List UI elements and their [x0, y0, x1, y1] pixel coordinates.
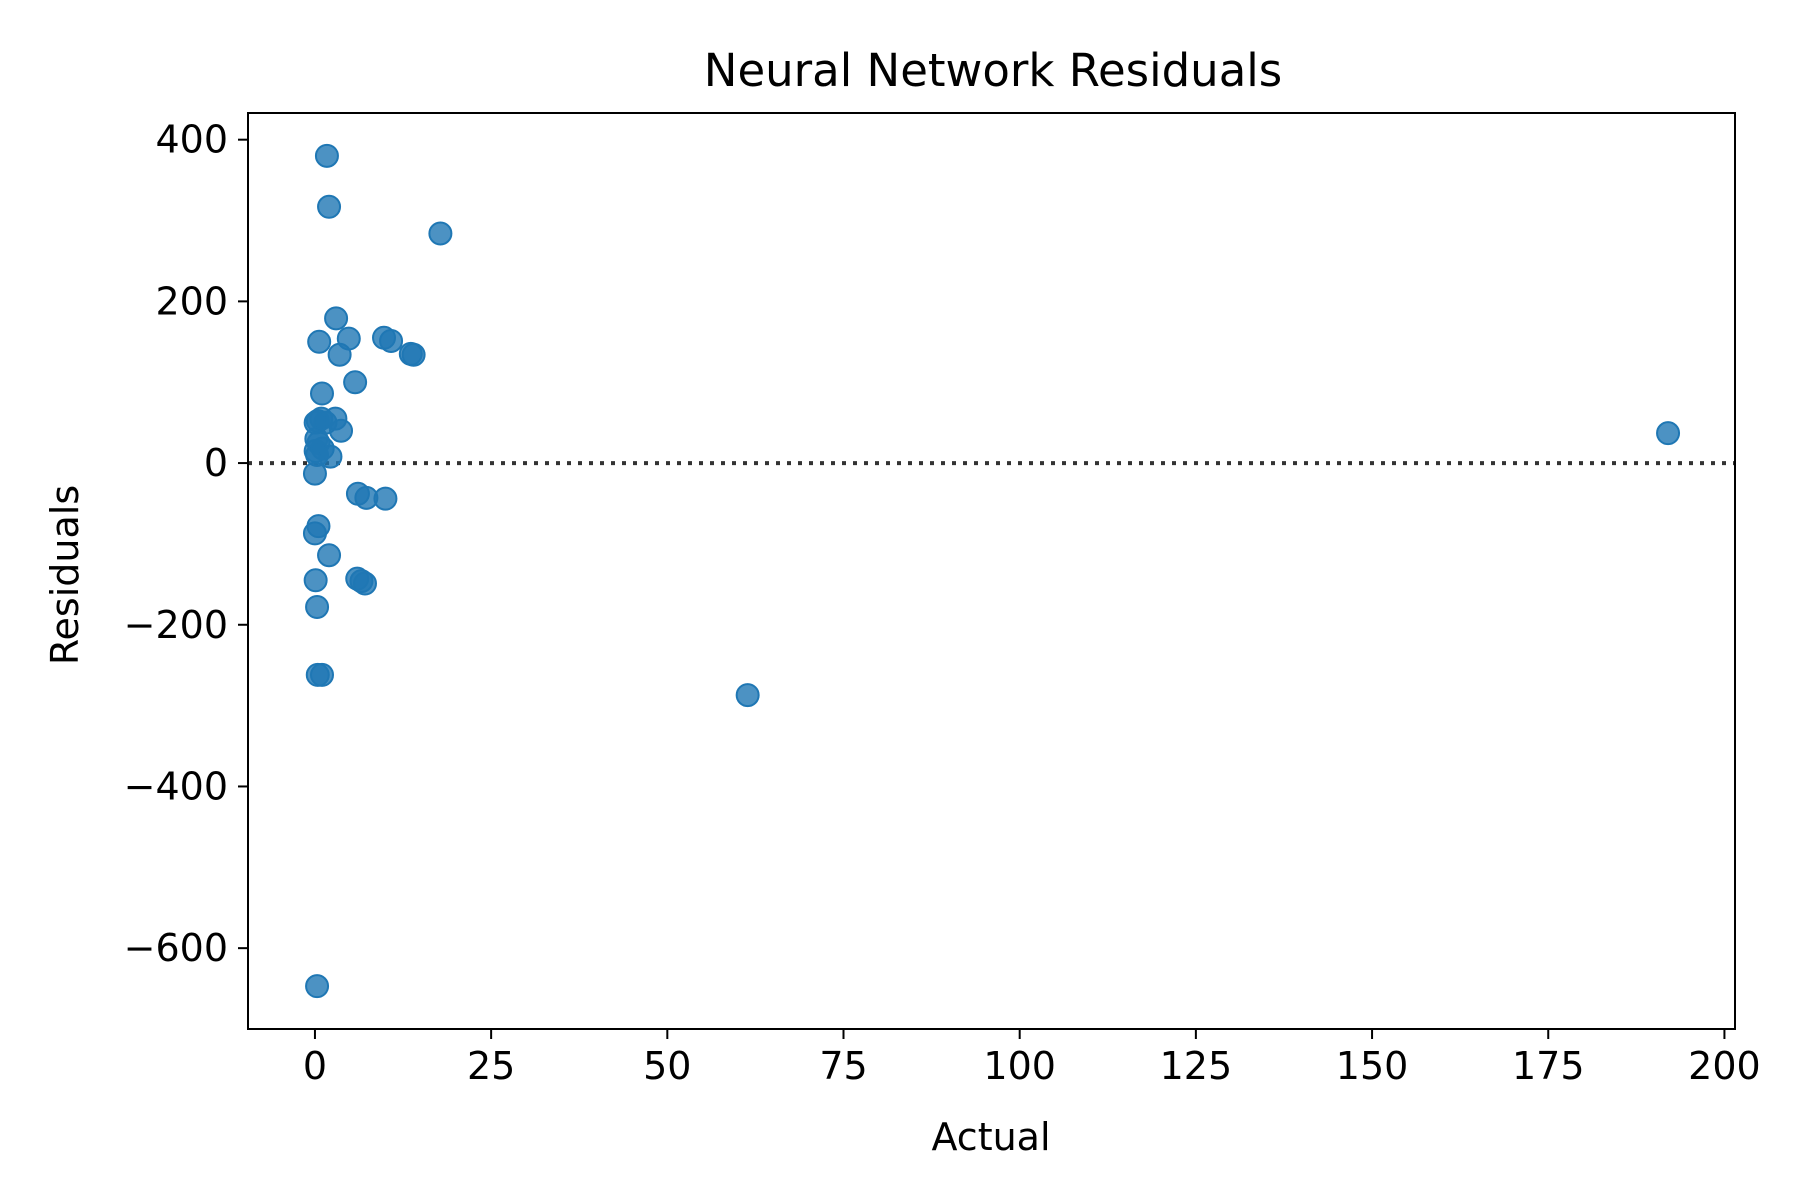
data-point [317, 194, 342, 219]
y-tick-label: 200 [155, 279, 228, 323]
x-tick-label: 50 [643, 1044, 691, 1088]
data-point [327, 342, 352, 367]
y-tick-label: −400 [124, 764, 228, 808]
data-point [318, 444, 343, 469]
y-axis: −600 −400 −200 0 200 400 [124, 118, 248, 970]
x-tick-label: 125 [1160, 1044, 1233, 1088]
y-tick-label: 400 [155, 118, 228, 162]
data-point [305, 974, 330, 999]
data-point [317, 543, 342, 568]
data-point [307, 329, 332, 354]
x-tick-label: 25 [467, 1044, 515, 1088]
chart-title: Neural Network Residuals [704, 44, 1282, 97]
data-point [302, 521, 327, 546]
y-tick-label: 0 [204, 441, 228, 485]
plot-frame [247, 112, 1736, 1030]
x-tick-label: 100 [983, 1044, 1056, 1088]
data-point [735, 683, 760, 708]
data-point [329, 418, 354, 443]
points-layer [302, 143, 1681, 999]
data-point [302, 461, 327, 486]
y-axis-label: Residuals [43, 485, 87, 665]
x-tick-label: 175 [1512, 1044, 1585, 1088]
data-point [343, 370, 368, 395]
data-point [1656, 421, 1681, 446]
data-point [324, 306, 349, 331]
x-axis-label: Actual [931, 1115, 1050, 1159]
data-point [309, 662, 334, 687]
data-point [314, 143, 339, 168]
data-point [379, 328, 404, 353]
data-point [428, 221, 453, 246]
x-tick-label: 75 [819, 1044, 867, 1088]
x-tick-label: 0 [303, 1044, 327, 1088]
x-tick-label: 200 [1688, 1044, 1761, 1088]
data-point [305, 594, 330, 619]
data-point [352, 571, 377, 596]
data-point [309, 381, 334, 406]
data-point [303, 568, 328, 593]
data-point [401, 342, 426, 367]
y-tick-label: −600 [124, 926, 228, 970]
x-tick-label: 150 [1336, 1044, 1409, 1088]
data-point [373, 486, 398, 511]
x-axis: 0 25 50 75 100 125 150 175 200 [303, 1029, 1761, 1088]
y-tick-label: −200 [124, 603, 228, 647]
